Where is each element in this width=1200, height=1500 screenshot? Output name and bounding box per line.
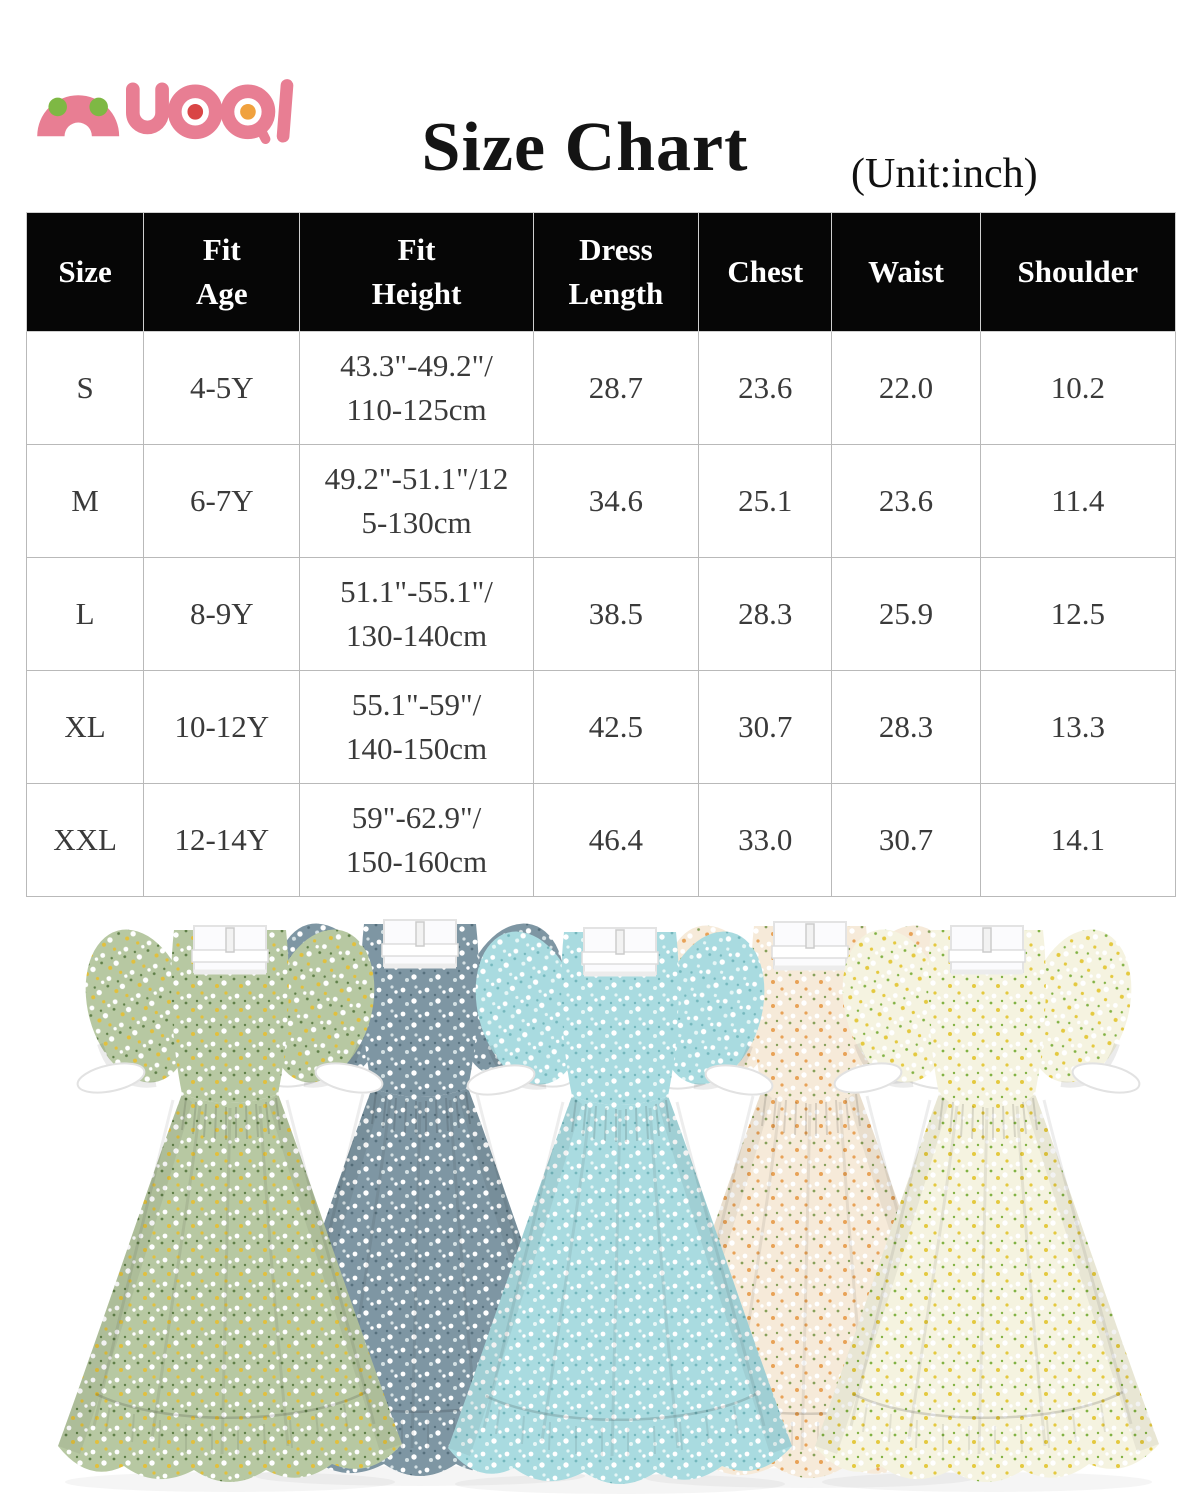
cell-dress-length: 46.4 — [532, 783, 700, 897]
unit-note: (Unit:inch) — [851, 151, 1038, 197]
cell-chest: 25.1 — [698, 444, 833, 558]
cell-fit-height: 59"-62.9"/150-160cm — [299, 783, 534, 897]
cell-dress-length: 28.7 — [532, 331, 700, 445]
col-waist: Waist — [831, 212, 981, 332]
cell-size: S — [25, 331, 145, 445]
col-fit-age: Fit Age — [143, 212, 301, 332]
cell-dress-length: 42.5 — [532, 670, 700, 784]
cell-size: M — [25, 444, 145, 558]
cell-shoulder: 13.3 — [979, 670, 1177, 784]
cell-fit-height: 55.1"-59"/140-150cm — [299, 670, 534, 784]
col-size: Size — [25, 212, 145, 332]
logo-letter-i — [276, 79, 294, 143]
logo-letter-u — [125, 82, 169, 135]
col-fit-height: Fit Height — [299, 212, 534, 332]
cell-dress-length: 34.6 — [532, 444, 700, 558]
dresses-product-image — [0, 888, 1200, 1500]
logo-letter-n — [37, 95, 120, 137]
logo-letter-o — [167, 84, 223, 140]
table-row-xxl: XXL 12-14Y 59"-62.9"/150-160cm 46.4 33.0… — [25, 783, 1177, 897]
cell-waist: 23.6 — [831, 444, 981, 558]
cell-shoulder: 10.2 — [979, 331, 1177, 445]
table-row-xl: XL 10-12Y 55.1"-59"/140-150cm 42.5 30.7 … — [25, 670, 1177, 784]
cell-chest: 33.0 — [698, 783, 833, 897]
cell-shoulder: 11.4 — [979, 444, 1177, 558]
page-title: Size Chart — [421, 109, 749, 186]
col-shoulder: Shoulder — [979, 212, 1177, 332]
cell-fit-age: 10-12Y — [143, 670, 301, 784]
cell-chest: 30.7 — [698, 670, 833, 784]
col-chest: Chest — [698, 212, 833, 332]
table-row-s: S 4-5Y 43.3"-49.2"/110-125cm 28.7 23.6 2… — [25, 331, 1177, 445]
table-header: Size Fit Age Fit Height Dress Length Chest … — [25, 212, 1177, 332]
brand-logo — [37, 79, 294, 144]
cell-waist: 28.3 — [831, 670, 981, 784]
cell-dress-length: 38.5 — [532, 557, 700, 671]
cell-fit-height: 51.1"-55.1"/130-140cm — [299, 557, 534, 671]
table-row-l: L 8-9Y 51.1"-55.1"/130-140cm 38.5 28.3 2… — [25, 557, 1177, 671]
cell-size: XXL — [25, 783, 145, 897]
cell-waist: 22.0 — [831, 331, 981, 445]
cell-fit-age: 4-5Y — [143, 331, 301, 445]
cell-shoulder: 12.5 — [979, 557, 1177, 671]
cell-fit-height: 43.3"-49.2"/110-125cm — [299, 331, 534, 445]
cell-size: XL — [25, 670, 145, 784]
cell-shoulder: 14.1 — [979, 783, 1177, 897]
cell-waist: 30.7 — [831, 783, 981, 897]
cell-size: L — [25, 557, 145, 671]
cell-waist: 25.9 — [831, 557, 981, 671]
cell-chest: 23.6 — [698, 331, 833, 445]
table-row-m: M 6-7Y 49.2"-51.1"/12 5-130cm 34.6 25.1 2… — [25, 444, 1177, 558]
cell-chest: 28.3 — [698, 557, 833, 671]
cell-fit-age: 12-14Y — [143, 783, 301, 897]
cell-fit-age: 6-7Y — [143, 444, 301, 558]
cell-fit-age: 8-9Y — [143, 557, 301, 671]
logo-letter-q — [220, 84, 276, 144]
size-table: Size Fit Age Fit Height Dress Length Chest … — [25, 212, 1177, 897]
col-dress-length: Dress Length — [532, 212, 700, 332]
cell-fit-height: 49.2"-51.1"/12 5-130cm — [299, 444, 534, 558]
